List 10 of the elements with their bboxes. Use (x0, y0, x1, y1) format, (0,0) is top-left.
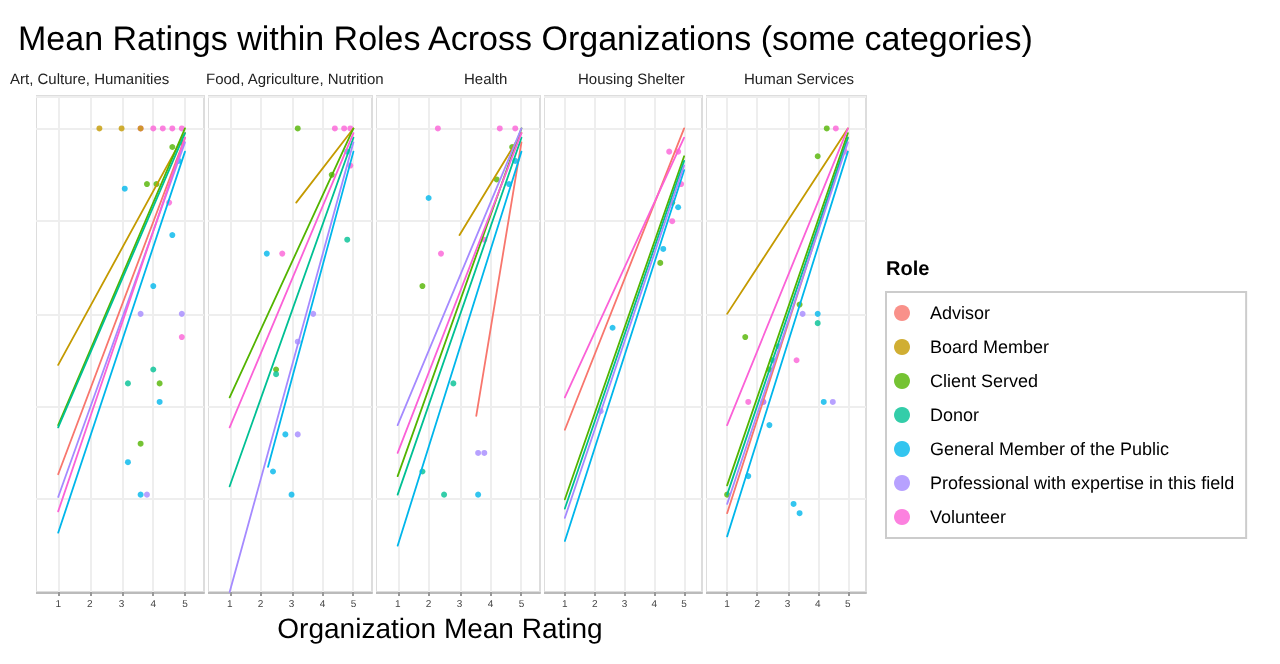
x-axis-title: Organization Mean Rating (275, 612, 605, 644)
legend-title: Role (886, 259, 931, 281)
legend-label: Advisor (930, 303, 991, 323)
legend-label: Board Member (930, 337, 1050, 357)
text: Mean Ratings within Roles Across Organizations (some categories) (18, 20, 1033, 58)
legend-label: Volunteer (930, 507, 1007, 527)
legend-label: Professional with expertise in this field (930, 473, 1235, 493)
legend-label: General Member of the Public (930, 439, 1171, 459)
legend-label: Donor (930, 405, 980, 425)
legend-label: Client Served (930, 371, 1039, 391)
